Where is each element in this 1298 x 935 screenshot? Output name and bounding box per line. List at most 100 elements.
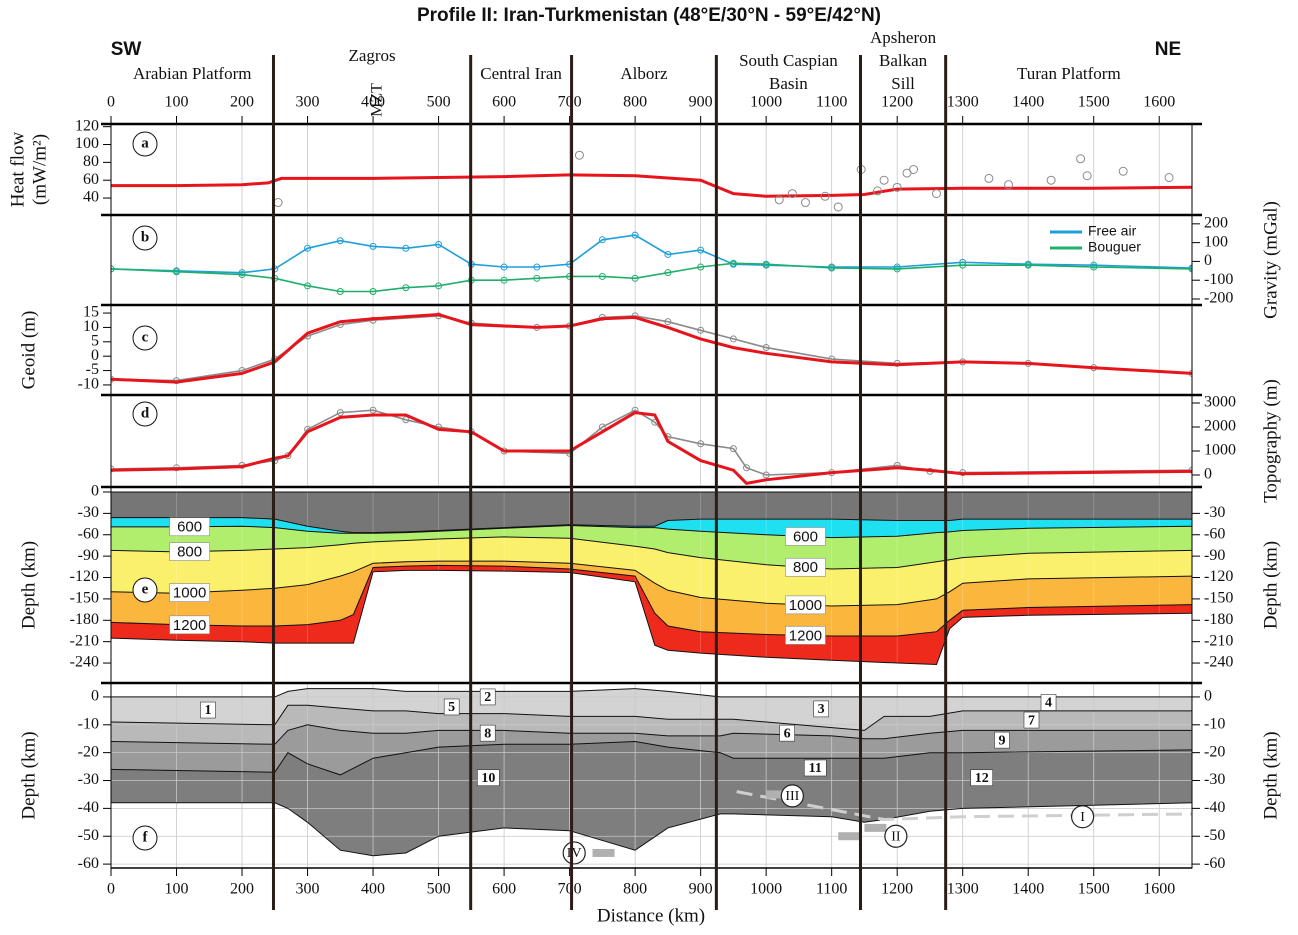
y-axis-label: Depth (km) — [18, 541, 39, 629]
y-tick-label: 80 — [83, 153, 99, 170]
y-tick-label: -30 — [78, 504, 99, 521]
end-label: NE — [1155, 39, 1181, 60]
data-point — [1165, 174, 1173, 182]
legend-label: Bouguer — [1088, 239, 1141, 255]
x-tick-label: 1100 — [816, 881, 847, 898]
panel-plot — [108, 305, 1195, 395]
panel: 123456789101112IIIIIIIV0-10-20-30-40-50-… — [18, 683, 1281, 872]
legend-label: Free air — [1088, 223, 1137, 239]
x-tick-label: 100 — [165, 881, 189, 898]
y-tick-label: 100 — [1204, 233, 1228, 250]
figure: Profile II: Iran-Turkmenistan (48°E/30°N… — [0, 0, 1298, 935]
data-point — [1083, 172, 1091, 180]
y-tick-label: -90 — [1204, 547, 1225, 564]
y-axis-label: Depth (km) — [1260, 731, 1281, 819]
x-tick-label: 300 — [296, 94, 320, 111]
y-tick-label: -120 — [70, 568, 99, 585]
layer-label: 5 — [448, 700, 455, 715]
data-point — [801, 199, 809, 207]
data-point — [834, 203, 842, 211]
panel: 60060080080010001000120012000-30-60-90-1… — [18, 483, 1281, 683]
layer-label: 8 — [484, 726, 491, 741]
x-tick-label: 500 — [427, 94, 451, 111]
layer-label: 7 — [1028, 713, 1035, 728]
y-axis-label: Depth (km) — [18, 731, 39, 819]
x-tick-label: 700 — [558, 94, 582, 111]
layer-label: 11 — [809, 761, 822, 776]
isotherm-label: 1200 — [173, 617, 206, 634]
y-tick-label: -30 — [1204, 504, 1225, 521]
data-point — [910, 166, 918, 174]
y-tick-label: 60 — [83, 171, 99, 188]
y-tick-label: -60 — [1204, 855, 1225, 872]
y-tick-label: -100 — [1204, 271, 1233, 288]
y-tick-label: -20 — [1204, 743, 1225, 760]
x-tick-label: 500 — [427, 881, 451, 898]
y-tick-label: 200 — [1204, 215, 1228, 232]
panel-letter: a — [141, 135, 149, 151]
y-tick-label: -150 — [70, 590, 99, 607]
y-axis-label: Heat flow — [7, 132, 28, 208]
x-tick-label: 1100 — [816, 94, 847, 111]
marker-bar — [838, 832, 860, 840]
y-tick-label: 100 — [75, 135, 99, 152]
layer-label: 9 — [999, 733, 1006, 748]
y-tick-label: -50 — [78, 827, 99, 844]
isotherm-label: 800 — [793, 559, 818, 576]
x-tick-label: 1400 — [1012, 94, 1044, 111]
y-tick-label: -240 — [70, 654, 99, 671]
isotherm-label: 1200 — [789, 627, 822, 644]
y-axis-label: Gravity (mGal) — [1260, 201, 1281, 319]
y-tick-label: -40 — [1204, 799, 1225, 816]
marker-label: III — [785, 789, 799, 804]
data-point — [575, 151, 583, 159]
panel: 406080100120Heat flow(mW/m²)a — [7, 117, 1202, 215]
x-tick-label: 200 — [230, 94, 254, 111]
x-tick-label: 900 — [689, 881, 713, 898]
region-label: Basin — [769, 74, 808, 93]
y-tick-label: -10 — [1204, 715, 1225, 732]
mzt-label: MZT — [368, 83, 385, 117]
region-label: South Caspian — [739, 51, 838, 70]
x-tick-label: 800 — [623, 881, 647, 898]
panel-letter: b — [141, 229, 149, 245]
region-label: Central Iran — [480, 64, 562, 83]
y-axis-label: Geoid (m) — [18, 311, 39, 390]
layer-label: 2 — [484, 690, 491, 705]
x-tick-label: 100 — [165, 94, 189, 111]
y-tick-label: -30 — [78, 771, 99, 788]
y-axis-label: Depth (km) — [1260, 541, 1281, 629]
y-tick-label: -60 — [1204, 525, 1225, 542]
x-tick-label: 600 — [492, 94, 516, 111]
x-tick-label: 1300 — [947, 94, 979, 111]
x-tick-label: 200 — [230, 881, 254, 898]
x-tick-label: 1000 — [750, 94, 782, 111]
y-tick-label: 15 — [83, 304, 99, 321]
isotherm-label: 1000 — [789, 597, 822, 614]
layer-label: 10 — [481, 771, 495, 786]
x-tick-label: 1400 — [1012, 881, 1044, 898]
chart-title: Profile II: Iran-Turkmenistan (48°E/30°N… — [417, 5, 881, 26]
data-point — [985, 174, 993, 182]
x-tick-label: 600 — [492, 881, 516, 898]
x-tick-label: 300 — [296, 881, 320, 898]
y-tick-label: 0 — [91, 483, 99, 500]
layer-label: 6 — [784, 726, 791, 741]
isotherm-label: 600 — [793, 528, 818, 545]
y-tick-label: -180 — [1204, 611, 1233, 628]
panel-letter: c — [142, 329, 149, 345]
x-tick-label: 1600 — [1143, 881, 1175, 898]
y-tick-label: 120 — [75, 117, 99, 134]
layer-label: 4 — [1045, 696, 1052, 711]
y-tick-label: -50 — [1204, 827, 1225, 844]
data-point — [1047, 176, 1055, 184]
y-tick-label: -10 — [78, 715, 99, 732]
region-label: Sill — [891, 74, 915, 93]
x-axis-label: Distance (km) — [597, 905, 705, 926]
panel-plot — [108, 395, 1195, 487]
panel-letter: d — [141, 405, 150, 421]
y-tick-label: 3000 — [1204, 394, 1236, 411]
